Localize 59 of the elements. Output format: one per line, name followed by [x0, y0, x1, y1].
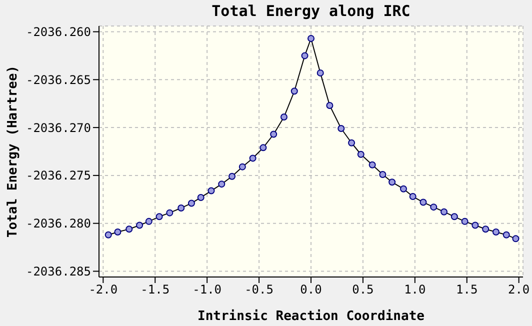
x-tick-label: 1.0	[404, 282, 426, 297]
chart-title: Total Energy along IRC	[210, 2, 412, 20]
point	[512, 235, 520, 242]
point	[228, 172, 236, 180]
point	[450, 213, 458, 220]
point	[492, 228, 500, 236]
point	[218, 180, 226, 188]
point	[348, 139, 356, 146]
point	[249, 154, 256, 162]
point	[260, 144, 267, 152]
point	[178, 204, 185, 212]
point	[156, 213, 163, 220]
y-tick-label: -2036.275	[26, 168, 91, 183]
point	[461, 218, 468, 225]
point	[440, 208, 448, 216]
y-tick-label: -2036.270	[26, 120, 91, 135]
x-tick-label: 0.5	[352, 282, 374, 297]
point	[197, 194, 204, 201]
point	[280, 114, 288, 121]
x-tick-label: -1.0	[192, 282, 222, 297]
point	[316, 69, 324, 76]
y-tick-label: -2036.260	[26, 25, 91, 40]
y-tick-label: -2036.280	[26, 216, 91, 231]
point	[326, 102, 334, 110]
point	[400, 185, 407, 192]
x-tick-label: 1.5	[456, 282, 478, 297]
point	[472, 222, 479, 229]
point	[420, 198, 427, 206]
point	[126, 226, 133, 233]
point	[166, 209, 174, 216]
point	[188, 200, 195, 207]
x-tick-label: 0.0	[300, 282, 322, 297]
point	[482, 226, 490, 233]
y-tick-label: -2036.265	[26, 72, 91, 87]
point	[145, 218, 152, 225]
y-axis-title: Total Energy (Hartree)	[6, 65, 21, 238]
point	[270, 130, 278, 138]
point	[409, 193, 416, 200]
x-tick-label: -2.0	[88, 282, 118, 297]
point	[430, 204, 438, 211]
point	[357, 150, 364, 158]
point	[114, 228, 122, 236]
point	[301, 52, 308, 60]
x-axis-title: Intrinsic Reaction Coordinate	[198, 309, 425, 324]
point	[368, 161, 376, 168]
point	[308, 34, 314, 42]
y-tick-label: -2036.285	[26, 264, 91, 279]
point	[388, 178, 396, 186]
point	[338, 125, 345, 132]
x-tick-label: 2.0	[508, 282, 530, 297]
x-tick-label: -0.5	[244, 282, 274, 297]
point	[290, 88, 298, 95]
point	[379, 170, 386, 178]
point	[238, 163, 246, 170]
x-tick-label: -1.5	[140, 282, 170, 297]
point	[136, 222, 144, 229]
point	[104, 231, 112, 238]
point	[502, 231, 510, 238]
point	[208, 187, 215, 194]
